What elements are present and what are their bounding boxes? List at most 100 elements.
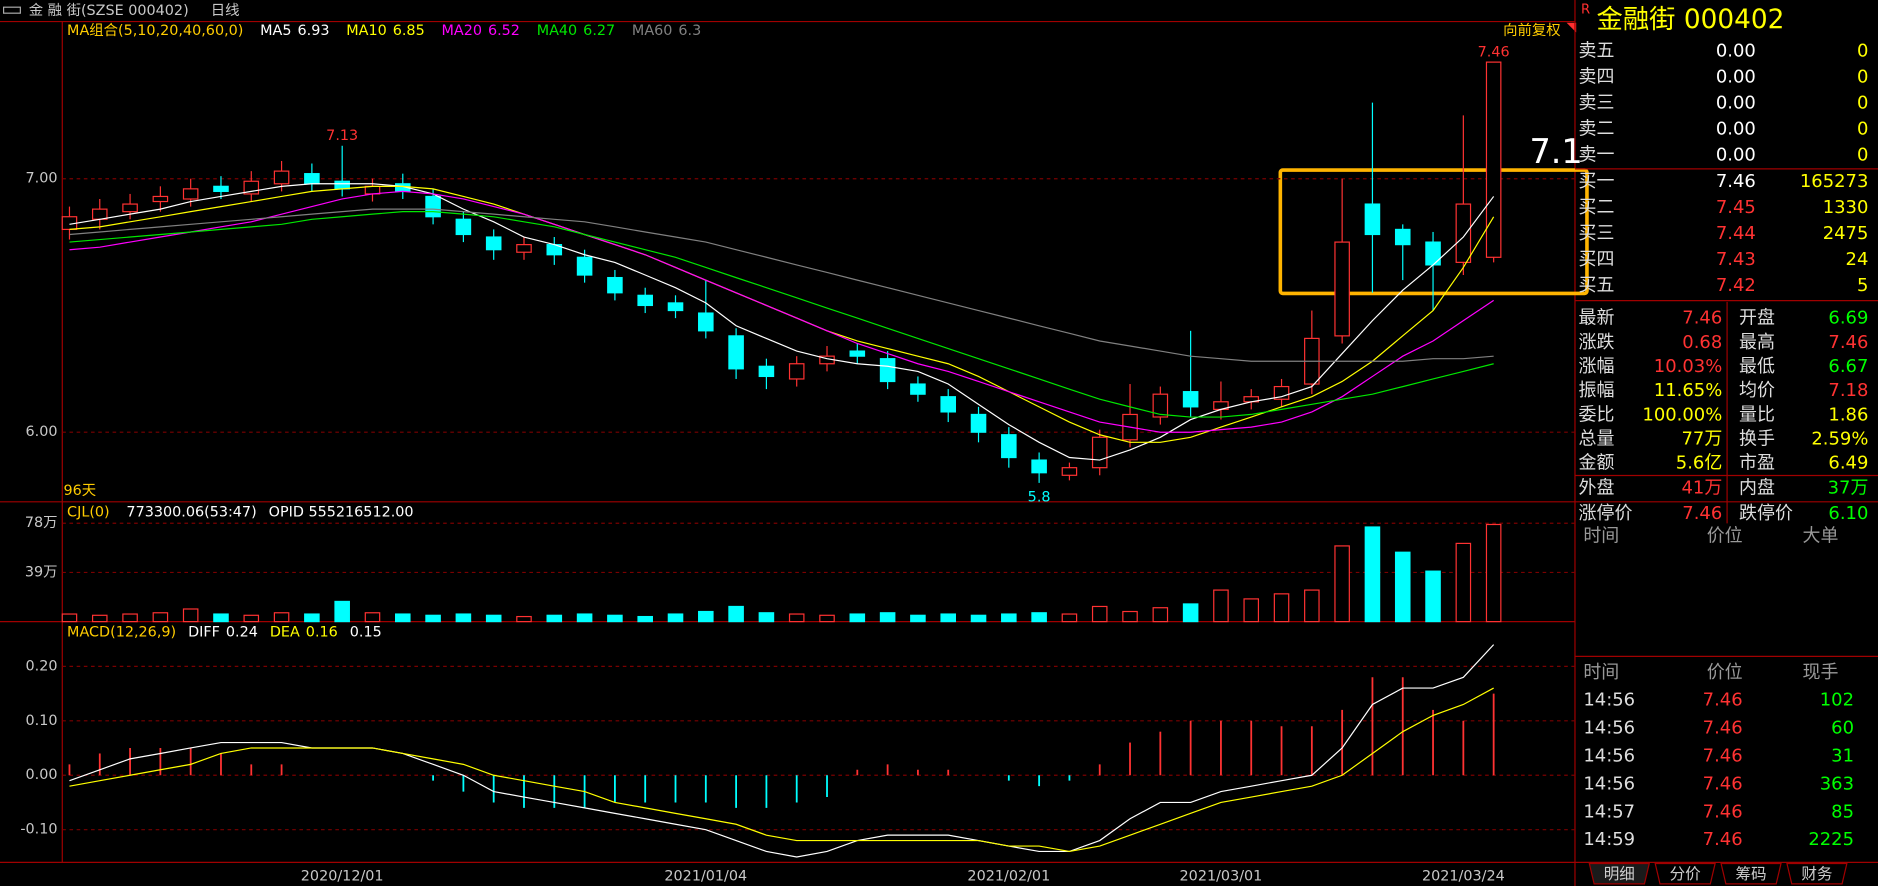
stat-label: 总量 — [1579, 429, 1615, 450]
column-header: 价位 — [1707, 526, 1743, 547]
volume-bar — [667, 613, 684, 623]
tab-label[interactable]: 分价 — [1670, 865, 1702, 883]
tab-label[interactable]: 明细 — [1604, 865, 1635, 883]
stat-label: 外盘 — [1579, 478, 1615, 499]
stat-value: 7.46 — [1682, 308, 1722, 329]
legend-name: MA40 — [537, 23, 577, 39]
legend-title[interactable]: CJL(0) — [67, 505, 110, 521]
ask-volume: 0 — [1857, 66, 1868, 87]
tab[interactable] — [1588, 862, 1650, 885]
stat-value: 7.46 — [1828, 332, 1868, 353]
x-tick-label: 2021/03/01 — [1180, 869, 1263, 885]
trade-time: 14:56 — [1583, 745, 1635, 766]
stat-value: 7.46 — [1682, 503, 1722, 524]
stat-label: 换手 — [1739, 429, 1775, 450]
legend: MA组合(5,10,20,40,60,0) MA5 6.93 MA10 6.85 MA20… — [67, 22, 701, 39]
volume-bar — [819, 614, 835, 623]
candle-body — [788, 363, 805, 380]
stat-label: 涨幅 — [1579, 356, 1615, 377]
y-tick-label: 0.00 — [26, 767, 58, 783]
trade-volume: 85 — [1831, 801, 1854, 822]
candle-body — [334, 180, 350, 190]
corner-triangle — [1566, 22, 1577, 33]
tab[interactable] — [1786, 862, 1848, 885]
bid-volume: 24 — [1846, 249, 1869, 270]
adjust-mode[interactable]: 向前复权 — [1503, 21, 1560, 39]
candle-body — [91, 208, 108, 220]
legend-bar: 0.15 — [350, 624, 382, 640]
candle-body — [152, 195, 169, 203]
legend-title[interactable]: MA组合(5,10,20,40,60,0) — [67, 22, 243, 39]
tab-label[interactable]: 财务 — [1801, 865, 1832, 883]
bid-volume: 5 — [1857, 275, 1868, 296]
volume-bar — [425, 614, 441, 623]
legend-extra: OPID 555216512.00 — [269, 505, 414, 521]
bid-price: 7.46 — [1716, 171, 1756, 192]
trade-price: 7.46 — [1703, 718, 1743, 739]
candle-body — [849, 350, 866, 357]
candle-body — [1364, 203, 1381, 236]
volume-bar — [607, 614, 623, 623]
ma-line — [69, 208, 1494, 362]
tab[interactable] — [1720, 862, 1782, 885]
stat-label: 跌停价 — [1739, 503, 1793, 524]
ask-label: 卖一 — [1579, 144, 1615, 165]
candle-body — [879, 358, 896, 383]
bid-label: 买三 — [1579, 223, 1615, 244]
volume-bar — [879, 612, 896, 623]
tab[interactable] — [1654, 862, 1716, 885]
volume-bar — [728, 605, 744, 623]
candle-body — [1091, 436, 1108, 469]
period[interactable]: 日线 — [211, 2, 240, 19]
trade-volume: 2225 — [1808, 829, 1854, 850]
bid-label: 买五 — [1579, 275, 1615, 296]
volume-bar — [698, 610, 714, 623]
volume-bar — [758, 612, 775, 623]
stat-label: 均价 — [1739, 380, 1775, 401]
y-tick-label: -0.10 — [20, 822, 57, 838]
stat-label: 最低 — [1739, 356, 1775, 377]
macd-line — [69, 644, 1495, 858]
candle-body — [910, 383, 926, 395]
candle-body — [576, 256, 593, 276]
volume-bar — [1152, 607, 1169, 623]
legend-name: DIFF — [188, 624, 220, 640]
bid-price: 7.44 — [1716, 223, 1756, 244]
volume-bar — [637, 615, 653, 623]
ask-volume: 0 — [1857, 144, 1868, 165]
candle-body — [698, 312, 714, 332]
badge: R — [1581, 3, 1590, 18]
ask-price: 0.00 — [1716, 144, 1756, 165]
stat-value: 41万 — [1681, 478, 1722, 499]
volume-bar — [395, 613, 411, 623]
menu-icon[interactable] — [2, 6, 21, 14]
candle-body — [1031, 459, 1047, 474]
stat-value: 37万 — [1828, 478, 1869, 499]
trade-volume: 60 — [1831, 718, 1854, 739]
volume-bar — [1091, 605, 1108, 623]
volume-bar — [1304, 589, 1320, 623]
volume-bar — [1001, 613, 1017, 623]
volume-bar — [182, 608, 199, 623]
ask-volume: 0 — [1857, 92, 1868, 113]
trade-price: 7.46 — [1703, 690, 1743, 711]
price-label: 7.13 — [326, 128, 358, 144]
volume-bar — [788, 613, 805, 623]
stat-value: 2.59% — [1811, 429, 1868, 450]
legend-value: 6.52 — [488, 23, 520, 39]
volume-bar — [243, 614, 260, 623]
tab-label[interactable]: 筹码 — [1735, 865, 1766, 883]
x-tick-label: 2020/12/01 — [301, 869, 384, 885]
legend-title[interactable]: MACD(12,26,9) — [67, 624, 176, 640]
price-label: 5.8 — [1028, 489, 1051, 505]
stock-name: 金 融 街(SZSE 000402) — [29, 2, 189, 19]
volume-bar — [576, 613, 593, 623]
volume-bar — [1455, 542, 1472, 623]
stat-value: 11.65% — [1654, 380, 1722, 401]
x-tick-label: 2021/03/24 — [1422, 869, 1505, 885]
y-tick-label: 39万 — [25, 564, 58, 580]
candle-body — [1425, 241, 1441, 266]
candle-body — [728, 335, 744, 370]
bid-label: 买四 — [1579, 249, 1615, 270]
